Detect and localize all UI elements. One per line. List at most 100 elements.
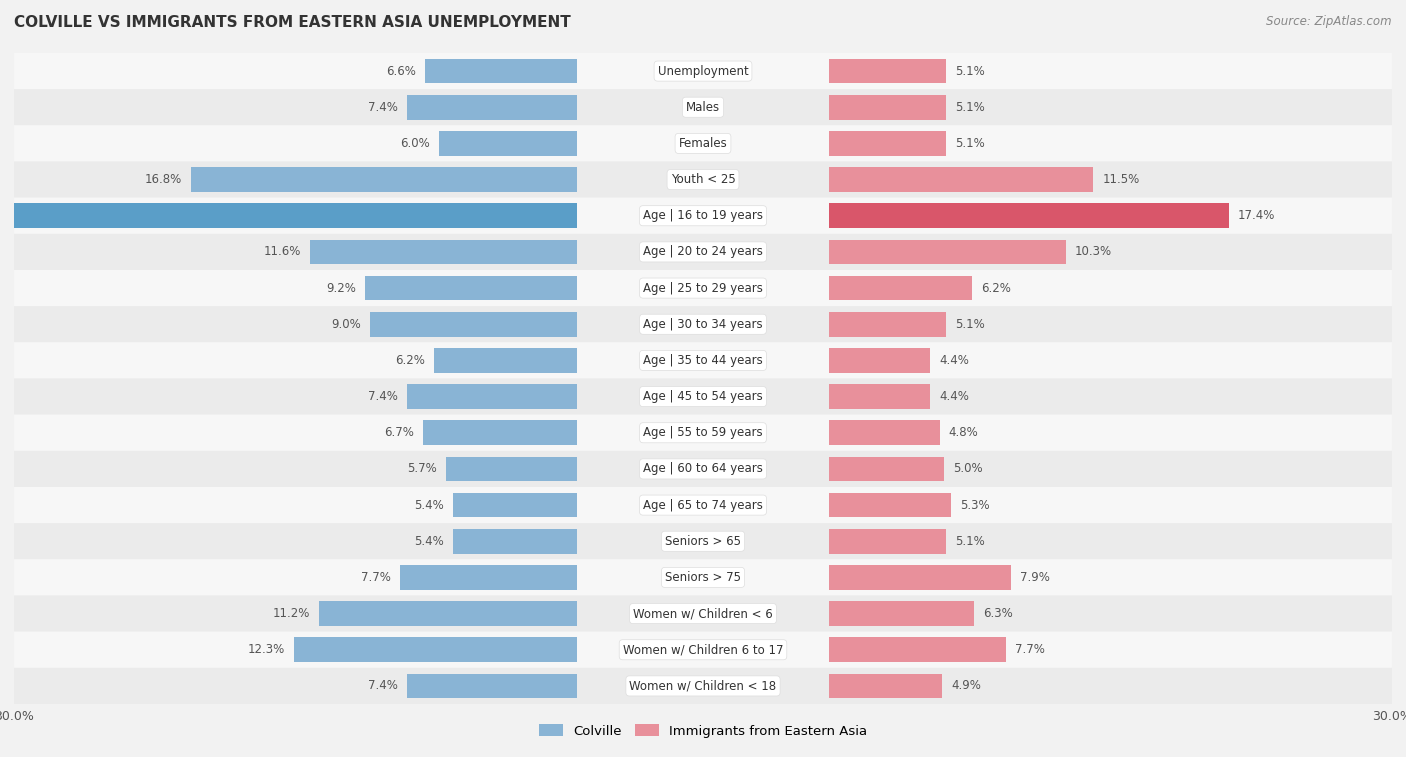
Text: Age | 30 to 34 years: Age | 30 to 34 years (643, 318, 763, 331)
Bar (830, 348, 931, 372)
Text: 6.2%: 6.2% (981, 282, 1011, 294)
Bar (830, 493, 950, 517)
Text: Age | 25 to 29 years: Age | 25 to 29 years (643, 282, 763, 294)
Text: 7.4%: 7.4% (368, 390, 398, 403)
Bar (830, 240, 1066, 264)
Bar (830, 95, 946, 120)
Bar (434, 348, 576, 372)
Bar (399, 565, 576, 590)
Bar (406, 385, 576, 409)
Bar (425, 59, 576, 83)
Text: 7.7%: 7.7% (1015, 643, 1045, 656)
Text: 5.1%: 5.1% (956, 318, 986, 331)
Bar (830, 529, 946, 553)
Text: Age | 16 to 19 years: Age | 16 to 19 years (643, 209, 763, 223)
Text: Seniors > 75: Seniors > 75 (665, 571, 741, 584)
Bar (0, 204, 576, 228)
Text: 5.1%: 5.1% (956, 64, 986, 77)
Bar (830, 204, 1229, 228)
Text: 5.0%: 5.0% (953, 463, 983, 475)
FancyBboxPatch shape (14, 487, 1392, 523)
Bar (830, 674, 942, 698)
Text: 11.5%: 11.5% (1102, 173, 1140, 186)
Text: 5.1%: 5.1% (956, 101, 986, 114)
Legend: Colville, Immigrants from Eastern Asia: Colville, Immigrants from Eastern Asia (533, 719, 873, 743)
Bar (830, 637, 1007, 662)
FancyBboxPatch shape (14, 415, 1392, 451)
FancyBboxPatch shape (14, 270, 1392, 306)
Text: 11.6%: 11.6% (264, 245, 301, 258)
Text: 10.3%: 10.3% (1076, 245, 1112, 258)
Text: 9.0%: 9.0% (330, 318, 361, 331)
Bar (406, 674, 576, 698)
Bar (830, 276, 972, 301)
FancyBboxPatch shape (14, 596, 1392, 631)
Text: 4.8%: 4.8% (949, 426, 979, 439)
Bar (830, 565, 1011, 590)
Text: Males: Males (686, 101, 720, 114)
Bar (406, 95, 576, 120)
Text: 5.7%: 5.7% (406, 463, 437, 475)
Text: 16.8%: 16.8% (145, 173, 181, 186)
FancyBboxPatch shape (14, 89, 1392, 126)
FancyBboxPatch shape (14, 126, 1392, 161)
FancyBboxPatch shape (14, 234, 1392, 270)
Bar (830, 131, 946, 156)
Bar (319, 601, 576, 626)
Text: 4.4%: 4.4% (939, 354, 969, 367)
Text: 5.3%: 5.3% (960, 499, 990, 512)
Text: Seniors > 65: Seniors > 65 (665, 534, 741, 548)
Bar (830, 385, 931, 409)
Text: Age | 45 to 54 years: Age | 45 to 54 years (643, 390, 763, 403)
Text: 12.3%: 12.3% (247, 643, 285, 656)
Text: Women w/ Children < 18: Women w/ Children < 18 (630, 680, 776, 693)
Text: Females: Females (679, 137, 727, 150)
Text: 7.7%: 7.7% (361, 571, 391, 584)
FancyBboxPatch shape (14, 161, 1392, 198)
Bar (294, 637, 576, 662)
FancyBboxPatch shape (14, 668, 1392, 704)
Bar (423, 420, 576, 445)
Text: 5.1%: 5.1% (956, 137, 986, 150)
Text: Age | 60 to 64 years: Age | 60 to 64 years (643, 463, 763, 475)
Bar (370, 312, 576, 337)
Bar (830, 167, 1094, 192)
Text: Age | 20 to 24 years: Age | 20 to 24 years (643, 245, 763, 258)
Bar (439, 131, 576, 156)
Text: 5.4%: 5.4% (413, 499, 443, 512)
FancyBboxPatch shape (14, 378, 1392, 415)
Text: 7.4%: 7.4% (368, 101, 398, 114)
Bar (446, 456, 576, 481)
Text: 5.4%: 5.4% (413, 534, 443, 548)
Text: Women w/ Children < 6: Women w/ Children < 6 (633, 607, 773, 620)
Bar (366, 276, 576, 301)
Text: 6.2%: 6.2% (395, 354, 425, 367)
Text: 4.9%: 4.9% (950, 680, 981, 693)
Bar (830, 456, 945, 481)
Text: 17.4%: 17.4% (1239, 209, 1275, 223)
FancyBboxPatch shape (14, 198, 1392, 234)
FancyBboxPatch shape (14, 53, 1392, 89)
FancyBboxPatch shape (14, 451, 1392, 487)
FancyBboxPatch shape (14, 523, 1392, 559)
Bar (830, 420, 939, 445)
Text: 5.1%: 5.1% (956, 534, 986, 548)
Bar (191, 167, 576, 192)
Text: Source: ZipAtlas.com: Source: ZipAtlas.com (1267, 15, 1392, 28)
Text: 11.2%: 11.2% (273, 607, 311, 620)
Text: 6.0%: 6.0% (399, 137, 430, 150)
Text: 6.6%: 6.6% (387, 64, 416, 77)
Text: Age | 35 to 44 years: Age | 35 to 44 years (643, 354, 763, 367)
Bar (830, 601, 974, 626)
Text: Women w/ Children 6 to 17: Women w/ Children 6 to 17 (623, 643, 783, 656)
Bar (830, 59, 946, 83)
FancyBboxPatch shape (14, 342, 1392, 378)
Bar (311, 240, 576, 264)
Text: 6.3%: 6.3% (983, 607, 1012, 620)
Text: 9.2%: 9.2% (326, 282, 356, 294)
Text: Age | 65 to 74 years: Age | 65 to 74 years (643, 499, 763, 512)
Text: 7.9%: 7.9% (1019, 571, 1050, 584)
Text: Age | 55 to 59 years: Age | 55 to 59 years (643, 426, 763, 439)
Text: Youth < 25: Youth < 25 (671, 173, 735, 186)
Bar (453, 529, 576, 553)
